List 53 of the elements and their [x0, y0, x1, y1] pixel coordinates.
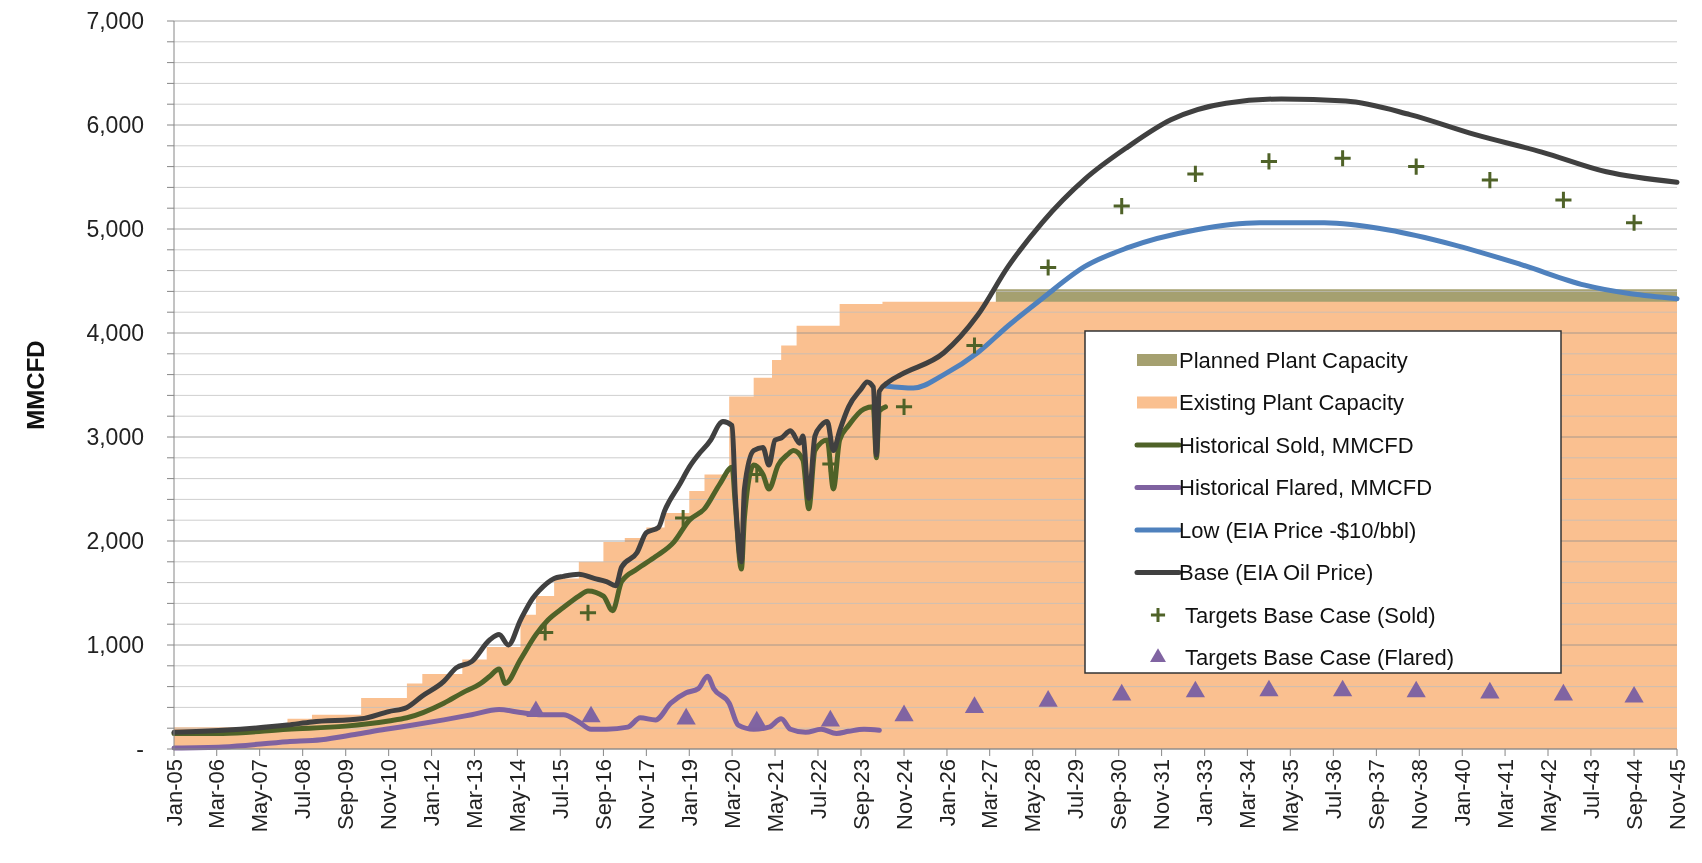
x-tick-label: Sep-23 [848, 759, 874, 830]
x-tick-label: Jul-15 [547, 759, 573, 819]
x-tick-label: Mar-06 [204, 759, 230, 829]
x-tick-label: Jul-08 [290, 759, 316, 819]
x-tick-label: Nov-45 [1664, 759, 1690, 830]
x-tick-label: Jul-29 [1063, 759, 1089, 819]
y-tick-label: 2,000 [86, 528, 144, 555]
legend-label: Planned Plant Capacity [1179, 347, 1408, 373]
x-tick-label: Nov-38 [1407, 759, 1433, 830]
x-tick-label: Sep-44 [1621, 759, 1647, 830]
x-tick-label: Mar-13 [462, 759, 488, 829]
y-tick-label: 6,000 [86, 112, 144, 139]
x-tick-label: Nov-17 [634, 759, 660, 830]
x-tick-label: May-28 [1020, 759, 1046, 833]
x-tick-label: Nov-24 [891, 759, 917, 830]
x-tick-label: May-14 [505, 759, 531, 833]
legend-label: Historical Sold, MMCFD [1179, 432, 1414, 458]
x-tick-label: Jan-12 [419, 759, 445, 827]
y-tick-label: - [136, 736, 144, 763]
x-tick-label: Mar-20 [719, 759, 745, 829]
x-tick-label: May-35 [1278, 759, 1304, 833]
x-tick-label: Jan-33 [1192, 759, 1218, 827]
x-tick-label: Jul-22 [805, 759, 831, 819]
x-tick-label: Jul-43 [1578, 759, 1604, 819]
x-tick-label: Nov-10 [376, 759, 402, 830]
x-tick-label: May-42 [1535, 759, 1561, 833]
legend-label: Targets Base Case (Sold) [1185, 602, 1436, 628]
x-tick-label: Jan-05 [161, 759, 187, 827]
x-tick-label: Nov-31 [1149, 759, 1175, 830]
legend-label: Base (EIA Oil Price) [1179, 560, 1374, 586]
legend-label: Low (EIA Price -$10/bbl) [1179, 517, 1417, 543]
x-tick-label: May-07 [247, 759, 273, 833]
x-tick-label: Sep-30 [1106, 759, 1132, 830]
x-tick-label: May-21 [762, 759, 788, 833]
legend-label: Targets Base Case (Flared) [1185, 645, 1454, 671]
y-tick-label: 7,000 [86, 8, 144, 35]
x-tick-label: Sep-09 [333, 759, 359, 830]
x-tick-label: Mar-41 [1492, 759, 1518, 829]
x-tick-label: Jan-26 [934, 759, 960, 827]
legend-label: Existing Plant Capacity [1179, 390, 1404, 416]
y-tick-label: 1,000 [86, 632, 144, 659]
legend-label: Historical Flared, MMCFD [1179, 475, 1433, 501]
y-tick-label: 5,000 [86, 216, 144, 243]
x-tick-label: Jan-19 [676, 759, 702, 827]
y-axis-title: MMCFD [22, 340, 50, 430]
x-tick-label: Sep-16 [591, 759, 617, 830]
y-tick-label: 4,000 [86, 320, 144, 347]
y-tick-label: 3,000 [86, 424, 144, 451]
x-tick-label: Jan-40 [1449, 759, 1475, 827]
x-tick-label: Sep-37 [1364, 759, 1390, 830]
x-tick-label: Jul-36 [1321, 759, 1347, 819]
x-tick-label: Mar-27 [977, 759, 1003, 829]
x-tick-label: Mar-34 [1235, 759, 1261, 829]
